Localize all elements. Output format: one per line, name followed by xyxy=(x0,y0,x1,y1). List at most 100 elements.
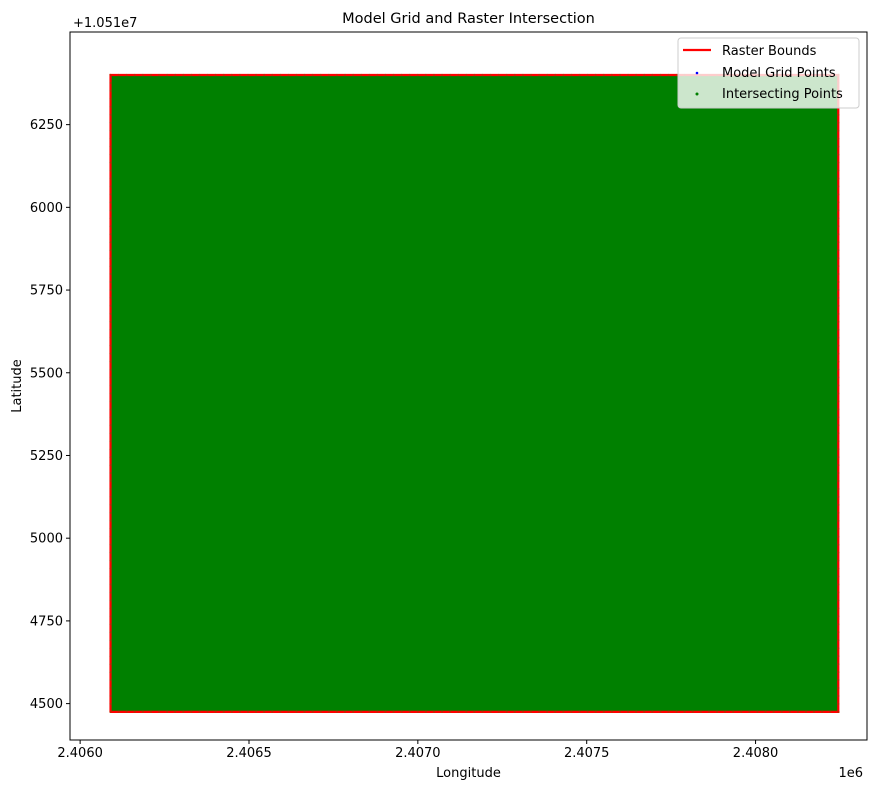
edge-dot xyxy=(198,73,201,77)
legend-label-intersecting-points: Intersecting Points xyxy=(722,87,843,102)
edge-dot xyxy=(166,710,169,713)
edge-dot xyxy=(392,710,395,713)
edge-dot xyxy=(109,177,112,180)
edge-dot xyxy=(554,73,557,77)
edge-dot xyxy=(837,169,840,172)
edge-dot xyxy=(837,710,840,713)
edge-dot xyxy=(109,702,112,706)
edge-dot xyxy=(837,233,840,236)
edge-dot xyxy=(368,73,371,77)
edge-dot xyxy=(109,519,112,522)
edge-dot xyxy=(602,73,605,77)
edge-dot xyxy=(837,129,840,132)
edge-dot xyxy=(117,73,120,77)
edge-dot xyxy=(829,710,832,713)
edge-dot xyxy=(319,710,322,713)
edge-dot xyxy=(271,710,274,713)
edge-dot xyxy=(109,591,112,594)
edge-dot xyxy=(837,161,840,164)
edge-dot xyxy=(109,710,112,713)
edge-dot xyxy=(837,384,840,387)
intersecting-points xyxy=(110,74,839,713)
edge-dot xyxy=(837,655,840,658)
edge-dot xyxy=(311,73,314,77)
edge-dot xyxy=(473,710,476,713)
edge-dot xyxy=(303,73,306,77)
edge-dot xyxy=(109,694,112,698)
edge-dot xyxy=(109,615,112,618)
edge-dot xyxy=(837,201,840,204)
y-tick-label: 6250 xyxy=(30,118,63,133)
edge-dot xyxy=(125,710,128,713)
edge-dot xyxy=(109,487,112,491)
edge-dot xyxy=(109,328,112,331)
edge-dot xyxy=(384,73,387,77)
edge-dot xyxy=(837,686,840,690)
edge-dot xyxy=(602,710,605,713)
edge-dot xyxy=(772,710,775,713)
edge-dot xyxy=(683,710,686,713)
edge-dot xyxy=(837,519,840,522)
edge-dot xyxy=(287,73,290,77)
edge-dot xyxy=(109,678,112,682)
edge-dot xyxy=(335,710,339,713)
edge-dot xyxy=(837,471,840,475)
edge-dot xyxy=(756,710,759,713)
edge-dot xyxy=(457,710,460,713)
edge-dot xyxy=(837,463,840,467)
edge-dot xyxy=(449,73,452,77)
x-tick-label: 2.4080 xyxy=(733,746,779,761)
edge-dot xyxy=(837,631,840,634)
edge-dot xyxy=(109,471,112,475)
edge-dot xyxy=(837,623,840,626)
edge-dot xyxy=(109,424,112,427)
edge-dot xyxy=(109,376,112,379)
edge-dot xyxy=(837,647,840,650)
edge-dot xyxy=(335,73,339,77)
edge-dot xyxy=(141,710,144,713)
edge-dot xyxy=(837,583,840,586)
edge-dot xyxy=(837,257,840,260)
edge-dot xyxy=(546,73,549,77)
edge-dot xyxy=(837,264,840,268)
edge-dot xyxy=(837,479,840,483)
edge-dot xyxy=(109,416,112,419)
edge-dot xyxy=(837,511,840,514)
edge-dot xyxy=(675,73,678,77)
edge-dot xyxy=(837,312,840,315)
edge-dot xyxy=(400,73,403,77)
edge-dot xyxy=(109,623,112,626)
edge-dot xyxy=(109,599,112,602)
edge-dot xyxy=(246,710,250,713)
edge-dot xyxy=(586,73,589,77)
edge-dot xyxy=(230,710,233,713)
x-tick-label: 2.4075 xyxy=(564,746,610,761)
edge-dot xyxy=(408,710,411,713)
edge-dot xyxy=(837,336,840,339)
edge-dot xyxy=(837,328,840,331)
edge-dot xyxy=(109,360,112,363)
edge-dot xyxy=(287,710,290,713)
edge-dot xyxy=(780,710,783,713)
edge-dot xyxy=(812,710,816,713)
edge-dot xyxy=(190,710,193,713)
edge-dot xyxy=(109,655,112,658)
edge-dot xyxy=(109,249,112,252)
edge-dot xyxy=(457,73,460,77)
edge-dot xyxy=(368,710,371,713)
edge-dot xyxy=(109,543,112,546)
edge-dot xyxy=(230,73,233,77)
edge-dot xyxy=(109,97,112,100)
edge-dot xyxy=(109,121,112,124)
edge-dot xyxy=(740,710,743,713)
legend: Raster Bounds Model Grid Points Intersec… xyxy=(677,37,860,109)
edge-dot xyxy=(400,710,403,713)
edge-dot xyxy=(238,73,242,77)
edge-dot xyxy=(149,710,153,713)
edge-dot xyxy=(109,495,112,499)
y-axis-label: Latitude xyxy=(10,359,25,413)
edge-dot xyxy=(352,73,355,77)
edge-dot xyxy=(109,113,112,116)
edge-dot xyxy=(837,153,840,156)
edge-dot xyxy=(473,73,476,77)
